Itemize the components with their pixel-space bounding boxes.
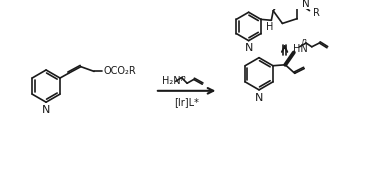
Text: OCO₂R: OCO₂R — [103, 66, 136, 76]
Text: R: R — [313, 8, 320, 17]
Text: N: N — [302, 0, 310, 9]
Text: n: n — [181, 74, 186, 83]
Text: H₂N: H₂N — [163, 76, 181, 86]
Text: HN: HN — [293, 44, 308, 54]
Text: N: N — [42, 105, 50, 115]
Text: N: N — [255, 93, 263, 103]
Text: N: N — [245, 43, 253, 54]
Text: H: H — [266, 22, 273, 32]
Text: n: n — [302, 37, 307, 46]
Text: [Ir]L*: [Ir]L* — [174, 97, 199, 107]
